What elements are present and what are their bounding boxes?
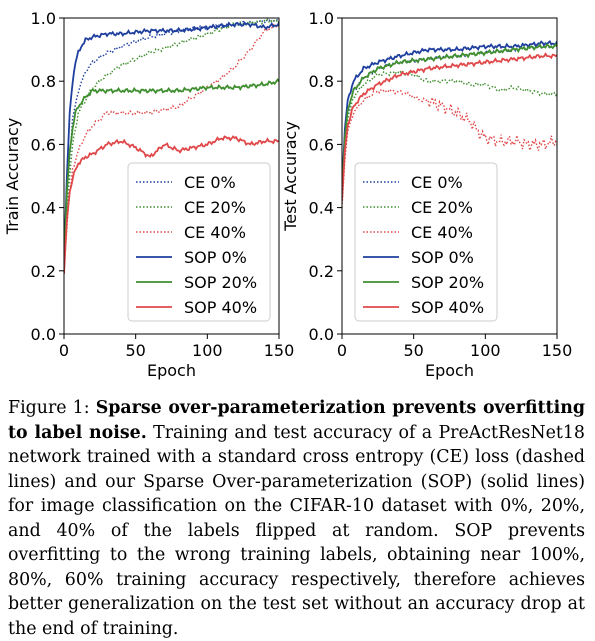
series-line [64, 23, 279, 271]
legend-label: SOP 0% [411, 248, 474, 267]
x-tick-label: 100 [192, 341, 223, 360]
legend-label: CE 0% [184, 173, 236, 192]
y-tick-label: 1.0 [31, 9, 56, 28]
y-tick-label: 0.0 [31, 325, 56, 344]
series-line [342, 69, 557, 202]
legend-label: CE 20% [411, 198, 473, 217]
train-accuracy-chart: 0.0 0.2 0.4 0.6 0.8 1.0 0 50 100 150 Epoch Train Ac… [3, 9, 294, 380]
x-tick-label: 150 [264, 341, 295, 360]
y-axis-label: Test Accuracy [281, 121, 300, 232]
series-line [64, 135, 279, 275]
legend-label: SOP 0% [184, 248, 247, 267]
y-tick-label: 0.6 [309, 135, 334, 154]
y-tick-label: 0.8 [31, 72, 56, 91]
train-axes: 0.0 0.2 0.4 0.6 0.8 1.0 0 50 100 150 Epoch Train Ac… [3, 9, 294, 380]
x-tick-label: 100 [470, 341, 501, 360]
y-tick-label: 0.4 [309, 199, 334, 218]
x-axis-label: Epoch [425, 361, 474, 380]
test-series-lines [342, 39, 557, 208]
plot-frame [63, 17, 280, 335]
train-legend: CE 0% CE 20% CE 40% SOP 0% SOP 20% SOP 40% [127, 162, 271, 322]
series-line [64, 18, 279, 271]
legend-label: SOP 40% [411, 298, 484, 317]
caption-text: Training and test accuracy of a PreActRe… [8, 422, 585, 639]
legend-label: SOP 40% [184, 298, 257, 317]
test-legend: CE 0% CE 20% CE 40% SOP 0% SOP 20% SOP 40% [354, 162, 498, 322]
legend-label: SOP 20% [411, 273, 484, 292]
y-tick-label: 0.2 [31, 262, 56, 281]
series-line [342, 88, 557, 208]
legend-label: CE 40% [184, 223, 246, 242]
x-tick-label: 0 [59, 341, 69, 360]
legend-label: SOP 20% [184, 273, 257, 292]
y-tick-label: 1.0 [309, 9, 334, 28]
y-tick-label: 0.0 [309, 325, 334, 344]
y-tick-label: 0.8 [309, 72, 334, 91]
caption-bold-title: Sparse over-parameterization prevents ov… [8, 398, 586, 443]
series-line [342, 52, 557, 202]
legend-label: CE 0% [411, 173, 463, 192]
y-tick-label: 0.4 [31, 199, 56, 218]
figure-charts: 0.0 0.2 0.4 0.6 0.8 1.0 0 50 100 150 Epoch Train Ac… [3, 9, 572, 380]
series-line [64, 78, 279, 271]
figure-caption: Figure 1: Sparse over-parameterization p… [8, 396, 585, 641]
x-tick-label: 0 [337, 341, 347, 360]
caption-label: Figure 1: [8, 398, 96, 418]
series-line [342, 42, 557, 199]
test-accuracy-chart: 0.0 0.2 0.4 0.6 0.8 1.0 0 50 100 150 Epoch Test Acc… [281, 9, 572, 380]
plot-frame [341, 17, 558, 335]
y-axis-label: Train Accuracy [3, 118, 22, 236]
train-series-lines [64, 18, 279, 275]
series-line [342, 39, 557, 192]
x-tick-label: 50 [403, 341, 423, 360]
x-tick-label: 50 [125, 341, 145, 360]
legend-label: CE 20% [184, 198, 246, 217]
y-tick-label: 0.6 [31, 135, 56, 154]
x-tick-label: 150 [542, 341, 573, 360]
x-axis-label: Epoch [147, 361, 196, 380]
y-tick-label: 0.2 [309, 262, 334, 281]
test-axes: 0.0 0.2 0.4 0.6 0.8 1.0 0 50 100 150 Epoch Test Acc… [281, 9, 572, 380]
legend-label: CE 40% [411, 223, 473, 242]
series-line [64, 21, 279, 271]
